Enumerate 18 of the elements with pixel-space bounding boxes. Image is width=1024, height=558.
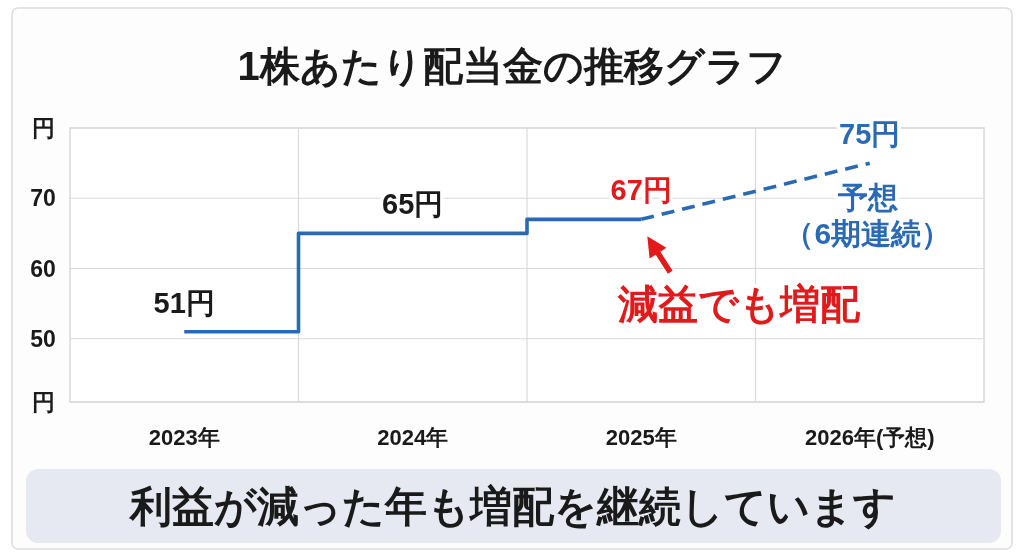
x-tick-label: 2024年 xyxy=(377,424,449,450)
annotation: 予想 xyxy=(836,180,898,214)
x-tick-label: 2023年 xyxy=(148,424,220,450)
y-tick-label: 円 xyxy=(31,389,55,415)
chart-title: 1株あたり配当金の推移グラフ xyxy=(237,44,787,88)
data-label: 67円 xyxy=(610,174,672,207)
annotation: （6期連続） xyxy=(784,216,952,250)
y-tick-label: 60 xyxy=(30,255,56,282)
y-tick-label: 70 xyxy=(30,185,56,212)
y-tick-label: 50 xyxy=(30,325,56,352)
data-label: 65円 xyxy=(382,188,444,221)
x-tick-label: 2025年 xyxy=(605,424,677,450)
text: 利益が減った年も増配を継続しています xyxy=(128,482,896,530)
x-tick-label: 2026年(予想) xyxy=(804,424,935,450)
data-label: 75円 xyxy=(839,118,901,151)
y-tick-label: 円 xyxy=(31,115,55,141)
annotation: 減益でも増配 xyxy=(617,282,862,327)
data-label: 51円 xyxy=(153,286,215,319)
